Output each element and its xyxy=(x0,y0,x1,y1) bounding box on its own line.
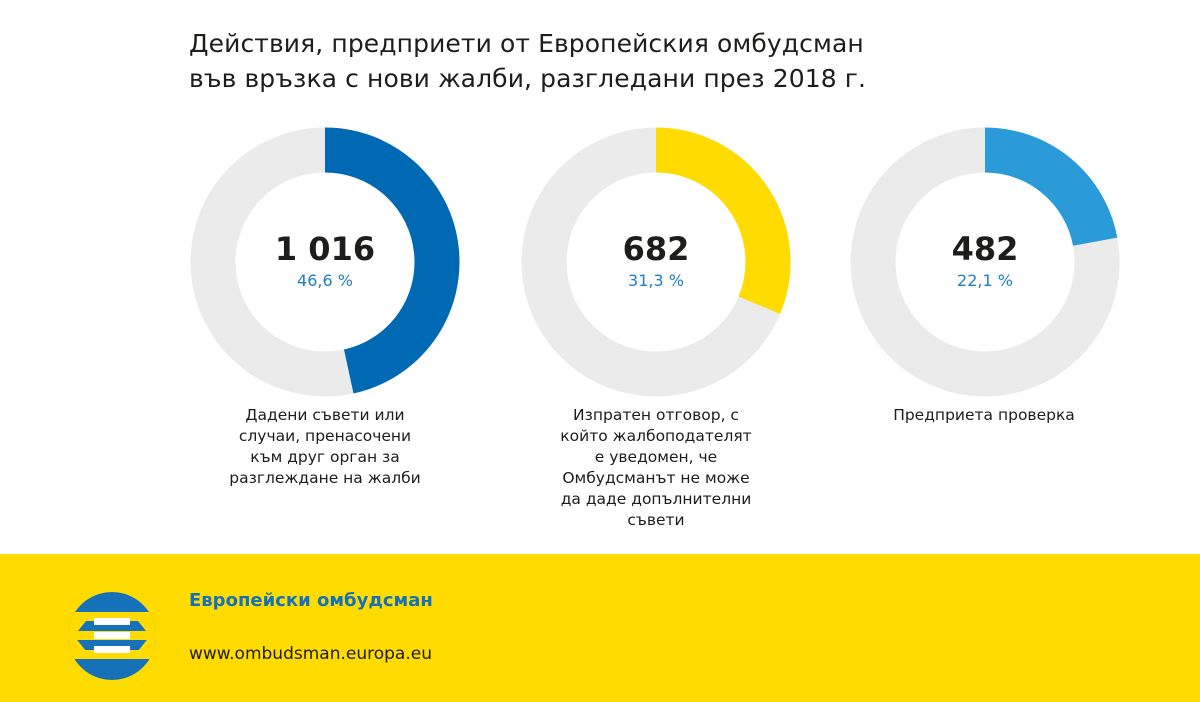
donut-value-label-reply: 682 xyxy=(623,230,690,268)
caption-advice-line: случаи, пренасочени xyxy=(238,427,412,445)
footer-website-link[interactable]: www.ombudsman.europa.eu xyxy=(189,644,432,664)
chart-title-line-1: Действия, предприети от Европейския омбу… xyxy=(189,29,864,58)
donut-charts-area: 1 016 46,6 % 682 31,3 % 482 22,1 % Дадени съв… xyxy=(190,127,1120,531)
donut-percent-label-advice: 46,6 % xyxy=(297,271,353,290)
caption-advice-line: към друг орган за xyxy=(250,448,400,466)
caption-advice: Дадени съвети или случаи, пренасочени къ… xyxy=(215,405,435,489)
footer-organization-name: Европейски омбудсман xyxy=(189,590,433,611)
donut-slice-reply xyxy=(655,127,791,314)
donut-percent-label-reply: 31,3 % xyxy=(628,271,684,290)
donut-value-label-inquiry: 482 xyxy=(952,230,1019,268)
donut-inquiry: 482 22,1 % xyxy=(850,127,1120,397)
caption-reply: Изпратен отговор, с който жалбоподателят… xyxy=(546,405,766,531)
donut-slice-inquiry xyxy=(984,127,1118,247)
caption-reply-line: съвети xyxy=(627,511,685,529)
caption-reply-line: Омбудсманът не може xyxy=(562,469,750,487)
caption-inquiry: Предприета проверка xyxy=(874,405,1094,426)
footer-banner: Европейски омбудсман www.ombudsman.europ… xyxy=(0,554,1200,702)
donut-slice-advice xyxy=(324,127,460,394)
caption-reply-line: е уведомен, че xyxy=(594,448,718,466)
donut-value-label-advice: 1 016 xyxy=(275,230,375,268)
caption-advice-line: Дадени съвети или xyxy=(245,406,405,424)
caption-reply-line: да даде допълнителни xyxy=(560,490,752,508)
donut-reply: 682 31,3 % xyxy=(521,127,791,397)
caption-inquiry-line: Предприета проверка xyxy=(893,406,1075,424)
donut-percent-label-inquiry: 22,1 % xyxy=(957,271,1013,290)
chart-title-line-2: във връзка с нови жалби, разгледани през… xyxy=(189,64,867,93)
caption-reply-line: Изпратен отговор, с xyxy=(573,406,739,424)
caption-reply-line: който жалбоподателят xyxy=(560,427,752,445)
donut-charts: 1 016 46,6 % 682 31,3 % 482 22,1 % xyxy=(190,127,1120,397)
european-ombudsman-logo-icon xyxy=(68,592,156,680)
chart-title: Действия, предприети от Европейския омбу… xyxy=(189,26,866,96)
donut-advice: 1 016 46,6 % xyxy=(190,127,460,397)
caption-advice-line: разглеждане на жалби xyxy=(229,469,421,487)
